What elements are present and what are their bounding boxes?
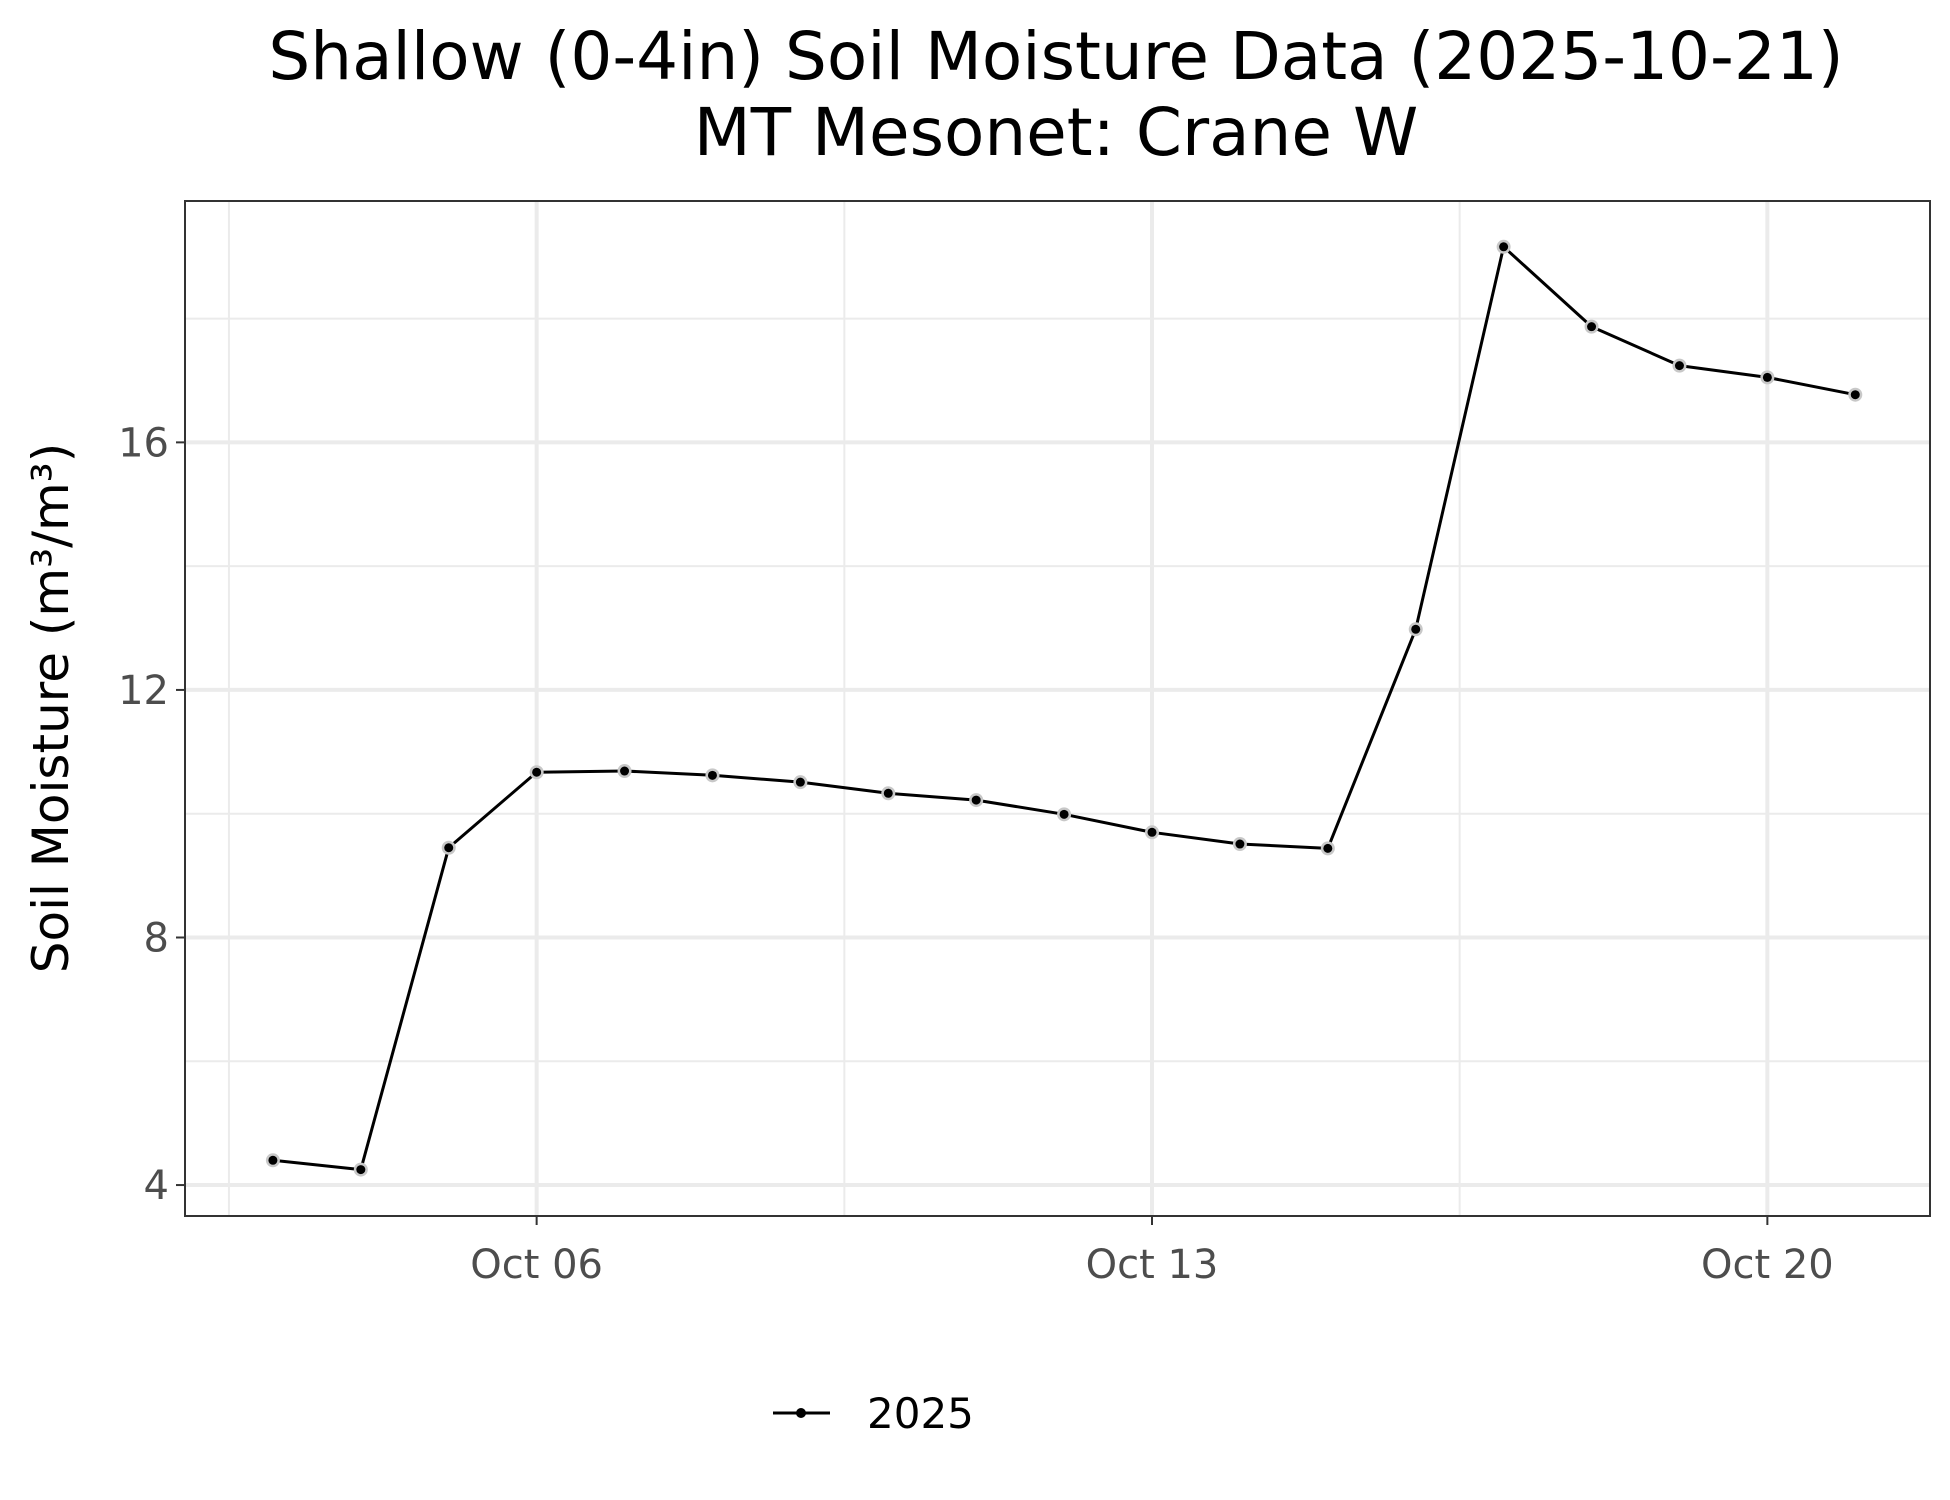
legend-marker-swatch [796,1408,806,1418]
data-point [707,770,717,780]
plot-panel-border [184,200,1931,1217]
x-tick-label: Oct 13 [1086,1242,1219,1288]
y-axis-label: Soil Moisture (m³/m³) [22,443,80,973]
y-tick-label: 4 [144,1163,169,1209]
data-point [971,795,981,805]
data-point [532,767,542,777]
series-line-2025 [272,245,1856,1172]
legend-label-2025: 2025 [867,1389,974,1438]
data-point [444,843,454,853]
data-point [1147,827,1157,837]
x-tick-label: Oct 20 [1701,1242,1834,1288]
axis-ticks: 4 8 12 16 Oct 06 Oct 13 Oct 20 [118,420,1834,1288]
data-point [1059,809,1069,819]
data-point [1499,242,1509,252]
y-tick-label: 12 [118,668,169,714]
data-point [620,766,630,776]
data-series [265,239,1863,1177]
legend: 2025 [773,1389,974,1438]
y-tick-label: 8 [144,915,169,961]
data-point [1762,372,1772,382]
data-point [1323,843,1333,853]
grid-lines [185,201,1930,1216]
data-point [795,777,805,787]
data-point [1411,624,1421,634]
data-point [1850,390,1860,400]
chart-subtitle: MT Mesonet: Crane W [694,94,1418,171]
chart-title: Shallow (0-4in) Soil Moisture Data (2025… [268,18,1843,95]
data-point [356,1165,366,1175]
data-point [1587,322,1597,332]
y-tick-label: 16 [118,420,169,466]
data-point [268,1155,278,1165]
data-point [1235,839,1245,849]
x-tick-label: Oct 06 [470,1242,603,1288]
data-point [1674,361,1684,371]
data-point [883,788,893,798]
